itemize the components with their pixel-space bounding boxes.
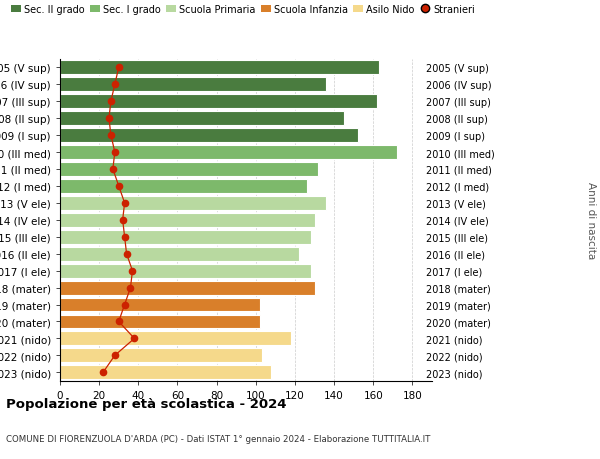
Bar bbox=[60, 213, 314, 227]
Bar bbox=[60, 95, 377, 109]
Bar bbox=[60, 78, 326, 92]
Text: COMUNE DI FIORENZUOLA D'ARDA (PC) - Dati ISTAT 1° gennaio 2024 - Elaborazione TU: COMUNE DI FIORENZUOLA D'ARDA (PC) - Dati… bbox=[6, 434, 430, 443]
Bar bbox=[60, 298, 260, 312]
Text: Popolazione per età scolastica - 2024: Popolazione per età scolastica - 2024 bbox=[6, 397, 287, 410]
Bar bbox=[60, 315, 260, 329]
Bar bbox=[60, 349, 262, 363]
Bar bbox=[60, 162, 319, 177]
Bar bbox=[60, 332, 291, 346]
Bar bbox=[60, 146, 397, 160]
Bar bbox=[60, 112, 344, 126]
Bar bbox=[60, 365, 271, 380]
Bar bbox=[60, 196, 326, 210]
Bar bbox=[60, 230, 311, 244]
Bar bbox=[60, 61, 379, 75]
Bar bbox=[60, 129, 358, 143]
Bar bbox=[60, 179, 307, 193]
Legend: Sec. II grado, Sec. I grado, Scuola Primaria, Scuola Infanzia, Asilo Nido, Stran: Sec. II grado, Sec. I grado, Scuola Prim… bbox=[11, 5, 475, 15]
Bar bbox=[60, 264, 311, 278]
Bar bbox=[60, 247, 299, 261]
Text: Anni di nascita: Anni di nascita bbox=[586, 182, 596, 259]
Bar bbox=[60, 281, 314, 295]
